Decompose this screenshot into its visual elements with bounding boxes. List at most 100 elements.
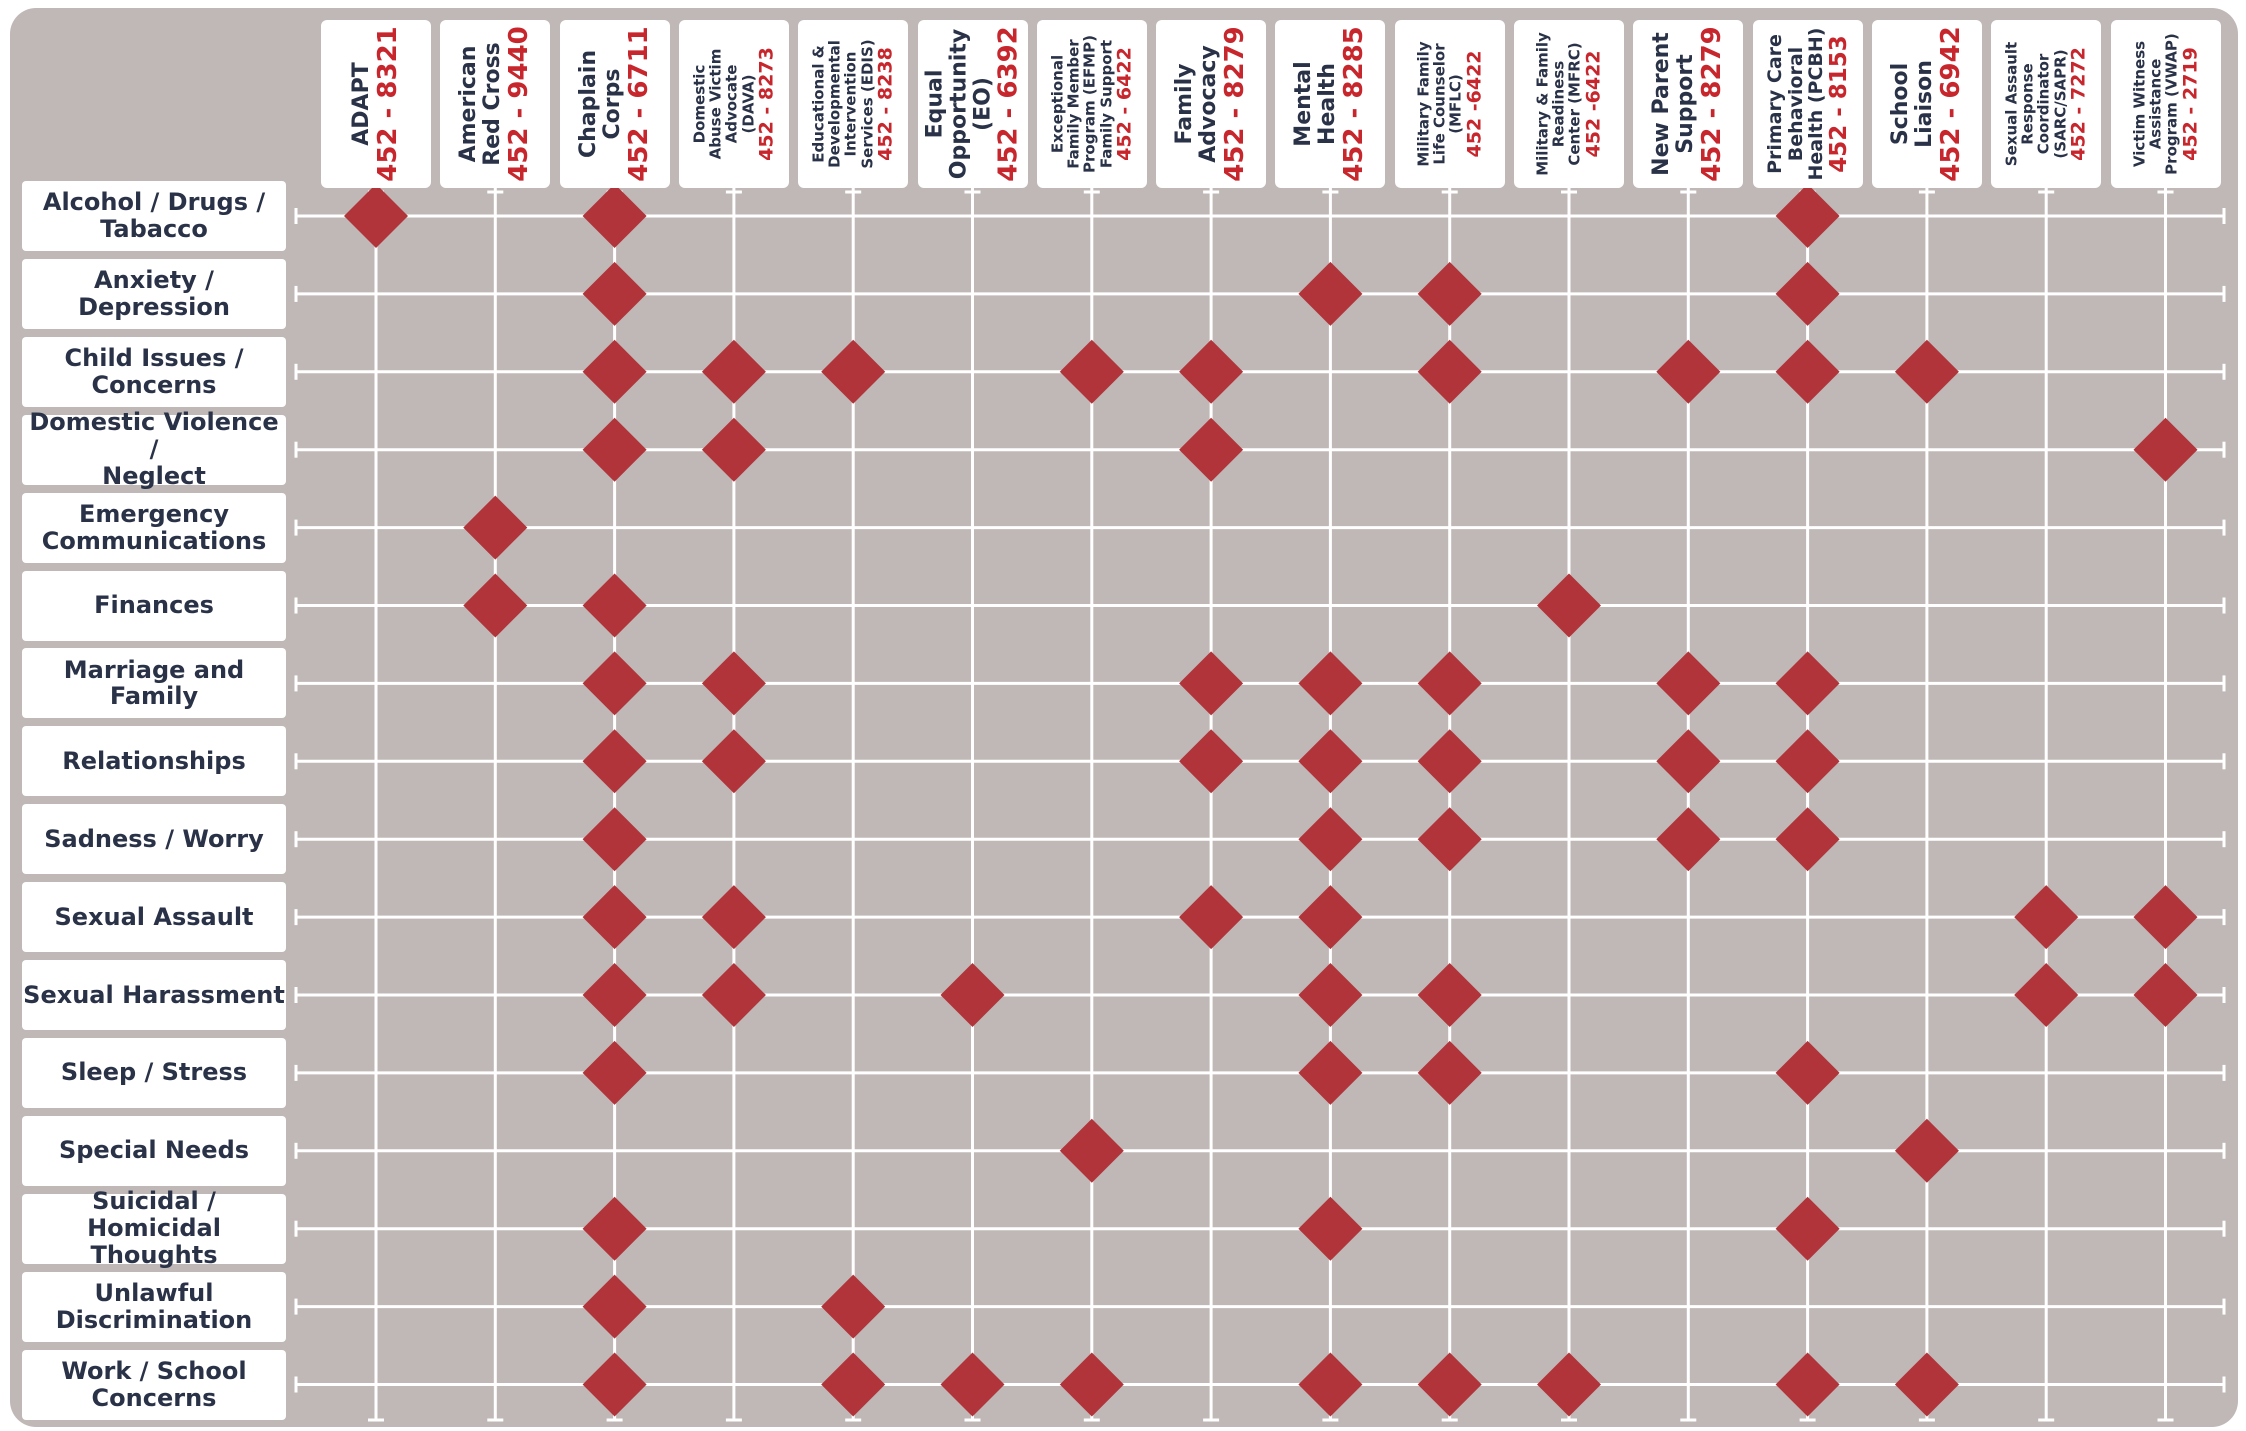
service-marker [1775, 1196, 1840, 1261]
column-name: Chaplain Corps [575, 50, 625, 158]
row-label: Finances [22, 570, 286, 641]
service-marker [1179, 417, 1244, 482]
column-phone: 452 - 8153 [1824, 35, 1851, 173]
service-marker [1775, 261, 1840, 326]
service-marker [582, 807, 647, 872]
row-label: Marriage and Family [22, 648, 286, 719]
service-marker [582, 651, 647, 716]
column-header: New Parent Support 452 - 8279 [1633, 20, 1744, 188]
service-marker [1298, 963, 1363, 1027]
service-marker [1775, 1352, 1840, 1417]
service-marker [582, 1040, 647, 1105]
service-marker [1894, 1118, 1959, 1183]
service-marker [344, 184, 408, 248]
service-marker [2133, 885, 2198, 950]
column-phone: 452 - 8279 [1219, 26, 1250, 182]
service-marker [1775, 651, 1840, 716]
service-marker [1179, 651, 1244, 716]
service-marker [1656, 729, 1721, 794]
service-marker [1059, 1352, 1124, 1417]
column-phone: 452 - 7272 [2067, 47, 2090, 161]
column-header: Military & Family Readiness Center (MFRC… [1514, 20, 1624, 188]
row-label: Unlawful Discrimination [22, 1271, 286, 1342]
column-header: School Liaison 452 - 6942 [1871, 20, 1982, 188]
service-marker [1894, 339, 1959, 404]
column-header: Military Family Life Counselor (MFLC) 452… [1394, 20, 1505, 188]
service-marker [940, 963, 1005, 1027]
service-marker [821, 339, 886, 404]
column-header: Victim Witness Assistance Program (VWAP)… [2110, 20, 2221, 188]
column-phone: 452 -6422 [1582, 50, 1605, 158]
service-marker [582, 1274, 647, 1339]
service-marker [582, 573, 647, 638]
service-marker [821, 1352, 886, 1417]
column-name: Primary Care Behavioral Health (PCBH) [1763, 27, 1827, 181]
service-marker [1298, 1352, 1363, 1417]
service-marker [1298, 651, 1363, 716]
services-matrix-board: ADAPT 452 - 8321 American Red Cross 452 - 9… [10, 8, 2238, 1427]
column-header: Exceptional Family Member Program (EFMP)… [1036, 20, 1147, 188]
service-marker [2014, 963, 2079, 1027]
column-header: Equal Opportunity (EO) 452 - 6392 [917, 20, 1028, 188]
service-marker [582, 184, 647, 248]
service-marker [1298, 885, 1363, 950]
service-marker [1537, 1352, 1601, 1417]
service-marker [1656, 339, 1721, 404]
row-label: Child Issues / Concerns [22, 336, 286, 407]
service-marker [1298, 1040, 1363, 1105]
service-marker [582, 1352, 647, 1417]
column-phone: 452 - 6422 [1112, 47, 1135, 161]
column-header: Domestic Abuse Victim Advocate (DAVA) 452… [678, 20, 789, 188]
row-label: Alcohol / Drugs / Tabacco [22, 181, 286, 251]
column-header: ADAPT 452 - 8321 [321, 20, 431, 188]
column-phone: 452 - 6392 [993, 26, 1024, 182]
service-marker [1417, 963, 1482, 1027]
service-marker [2133, 417, 2198, 482]
service-marker [1417, 1040, 1482, 1105]
column-header: Primary Care Behavioral Health (PCBH) 452… [1752, 20, 1863, 188]
column-name: Military & Family Readiness Center (MFRC… [1533, 32, 1584, 176]
service-marker [1417, 261, 1482, 326]
service-marker [1298, 807, 1363, 872]
column-name: Educational & Developmental Intervention… [809, 39, 877, 169]
column-header: Mental Health 452 - 8285 [1275, 20, 1386, 188]
service-marker [582, 417, 647, 482]
service-marker [2014, 885, 2079, 950]
service-marker [463, 495, 528, 560]
matrix-grid [294, 184, 2226, 1422]
service-marker [1417, 339, 1482, 404]
column-phone: 452 - 8285 [1339, 26, 1370, 182]
service-marker [1417, 1352, 1482, 1417]
service-marker [582, 885, 647, 950]
service-marker [701, 729, 766, 794]
row-label: Suicidal / Homicidal Thoughts [22, 1188, 286, 1269]
service-marker [701, 339, 766, 404]
column-phone: 452 - 8273 [755, 47, 778, 161]
service-marker [821, 1274, 886, 1339]
service-marker [1775, 184, 1840, 248]
column-name: Exceptional Family Member Program (EFMP)… [1048, 35, 1115, 173]
row-label: Anxiety / Depression [22, 258, 286, 329]
service-marker [1059, 339, 1124, 404]
column-header: Family Advocacy 452 - 8279 [1156, 20, 1267, 188]
column-name: Family Advocacy [1172, 45, 1222, 163]
service-marker [1775, 729, 1840, 794]
column-phone: 452 - 8321 [372, 26, 403, 182]
service-marker [1656, 807, 1721, 872]
column-phone: 452 - 9440 [504, 26, 535, 182]
service-marker [1775, 1040, 1840, 1105]
row-label: Special Needs [22, 1115, 286, 1186]
service-marker [582, 261, 647, 326]
service-marker [1894, 1352, 1959, 1417]
service-marker [582, 339, 647, 404]
column-phone: 452 - 6942 [1935, 26, 1966, 182]
service-marker [2133, 963, 2198, 1027]
column-name: Equal Opportunity (EO) [921, 28, 995, 180]
column-name: Domestic Abuse Victim Advocate (DAVA) [690, 48, 757, 160]
service-marker [1059, 1118, 1124, 1183]
service-marker [1179, 729, 1244, 794]
column-phone: 452 - 6711 [623, 26, 654, 182]
column-name: Mental Health [1291, 61, 1341, 147]
column-name: American Red Cross [456, 42, 506, 166]
column-name: Sexual Assault Response Coordinator (SAR… [2002, 41, 2070, 167]
